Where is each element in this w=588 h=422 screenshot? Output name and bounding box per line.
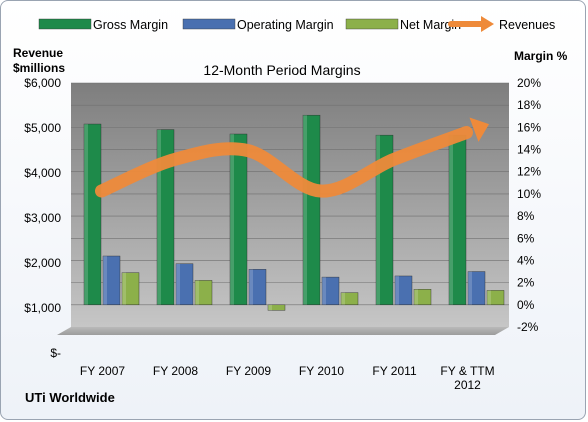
left-axis-label-line1: Revenue	[13, 46, 63, 60]
bar-highlight	[176, 263, 180, 305]
right-tick-label: 16%	[517, 120, 541, 134]
left-tick-label: $6,000	[24, 76, 61, 90]
right-tick-label: 20%	[517, 76, 541, 90]
bar-highlight	[449, 135, 453, 305]
category-label: FY 2011	[372, 364, 417, 378]
bar-net-margin	[194, 280, 213, 306]
left-tick-label: $2,000	[24, 256, 61, 270]
bar-gross-margin	[156, 129, 175, 306]
bar-highlight	[303, 115, 307, 305]
left-tick-label: $3,000	[24, 211, 61, 225]
bar-operating-margin	[248, 269, 267, 306]
category-label: FY 2009	[226, 364, 271, 378]
bar-operating-margin	[321, 276, 340, 306]
plot-floor	[57, 327, 509, 335]
bar-highlight	[414, 289, 418, 305]
right-tick-label: 8%	[517, 209, 535, 223]
bar-net-margin	[121, 272, 140, 306]
chart-title: 12-Month Period Margins	[203, 62, 360, 78]
left-tick-label: $1,000	[24, 301, 61, 315]
right-tick-label: 12%	[517, 165, 541, 179]
bar-highlight	[195, 280, 199, 305]
category-label: 2012	[454, 378, 481, 392]
bar-operating-margin	[102, 255, 121, 306]
revenues-arrowhead	[469, 117, 490, 142]
legend-label-revenues: Revenues	[499, 18, 555, 32]
bar-highlight	[468, 271, 472, 305]
bar-highlight	[487, 290, 491, 305]
category-label: FY 2008	[153, 364, 198, 378]
bar-operating-margin	[467, 271, 486, 306]
category-label: FY 2007	[80, 364, 125, 378]
right-tick-label: -2%	[517, 320, 539, 334]
legend-label-operating-margin: Operating Margin	[237, 18, 334, 32]
left-tick-label: $4,000	[24, 166, 61, 180]
company-name: UTi Worldwide	[25, 390, 115, 405]
legend-swatch-net-margin	[345, 18, 399, 30]
bar-gross-margin	[375, 134, 394, 306]
bar-gross-margin	[229, 133, 248, 306]
legend-swatch-gross-margin	[38, 18, 92, 30]
right-tick-label: 6%	[517, 231, 535, 245]
bar-highlight	[103, 256, 107, 305]
left-axis-label-line2: $millions	[13, 61, 65, 75]
right-tick-label: 14%	[517, 143, 541, 157]
bar-highlight	[84, 124, 88, 305]
bar-net-margin	[413, 289, 432, 306]
bar-highlight	[122, 272, 126, 305]
legend-label-gross-margin: Gross Margin	[93, 18, 168, 32]
right-tick-label: 2%	[517, 276, 535, 290]
left-tick-label: $5,000	[24, 121, 61, 135]
right-tick-label: 0%	[517, 298, 535, 312]
bar-highlight	[249, 269, 253, 305]
legend-label-net-margin: Net Margin	[400, 18, 461, 32]
bar-highlight	[341, 292, 345, 305]
bar-highlight	[376, 135, 380, 305]
category-label: FY 2010	[299, 364, 344, 378]
left-tick-label: $-	[50, 346, 61, 360]
category-label: FY & TTM	[440, 364, 494, 378]
bar-highlight	[268, 304, 272, 311]
plot-area	[71, 83, 509, 327]
legend-arrow-icon	[481, 16, 494, 32]
bar-net-margin	[340, 292, 359, 306]
bar-gross-margin	[302, 114, 321, 306]
bar-highlight	[395, 275, 399, 305]
bar-gross-margin	[83, 123, 102, 306]
right-tick-label: 18%	[517, 98, 541, 112]
right-tick-label: 4%	[517, 253, 535, 267]
bar-net-margin	[486, 290, 505, 306]
bar-operating-margin	[394, 275, 413, 306]
bar-net-margin	[267, 304, 286, 311]
bar-highlight	[157, 129, 161, 305]
right-tick-label: 10%	[517, 187, 541, 201]
revenues-line	[95, 126, 473, 198]
bar-highlight	[230, 134, 234, 305]
bar-highlight	[322, 277, 326, 305]
legend-swatch-operating-margin	[182, 18, 236, 30]
right-axis-label: Margin %	[514, 49, 568, 63]
bar-operating-margin	[175, 263, 194, 306]
